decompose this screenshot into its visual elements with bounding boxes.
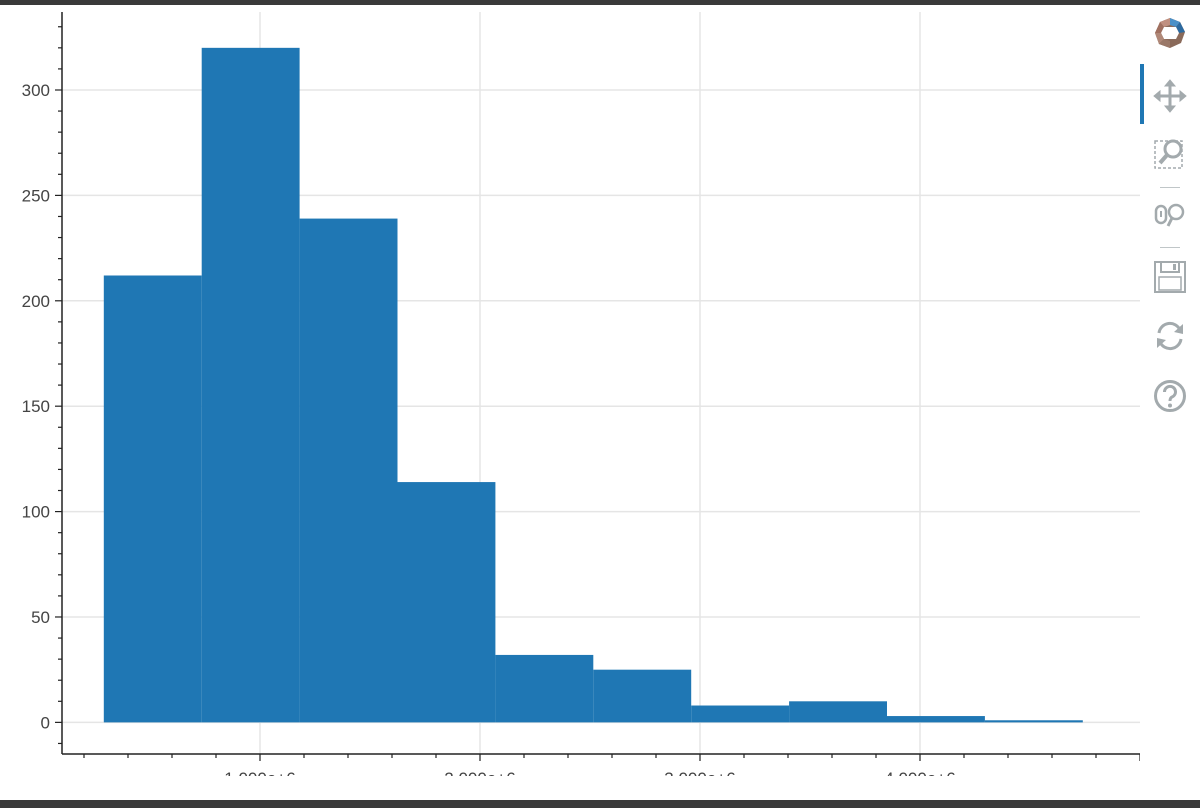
x-tick-label: 3.000e+6: [664, 769, 735, 776]
plot-toolbar: [1140, 5, 1200, 776]
wheel-zoom-icon[interactable]: [1152, 197, 1188, 233]
histogram-bar: [397, 482, 496, 723]
histogram-bar: [789, 701, 887, 723]
y-tick-label: 0: [41, 713, 50, 732]
help-icon[interactable]: [1152, 378, 1188, 414]
y-tick-label: 250: [22, 186, 50, 205]
bottom-strip: [0, 776, 1200, 801]
histogram-bar: [201, 47, 300, 723]
axes: 0 50 100 150 200 250 300 1.000e+6 2.000e+6 3.000e…: [22, 12, 1140, 776]
histogram-bar: [593, 669, 692, 723]
toolbar-separator: [1160, 247, 1180, 248]
y-tick-label: 200: [22, 292, 50, 311]
reset-icon[interactable]: [1152, 318, 1188, 354]
histogram-bars: [103, 47, 1083, 723]
histogram-bar: [495, 654, 594, 723]
active-tool-indicator: [1140, 64, 1144, 124]
x-tick-label: 1.000e+6: [224, 769, 295, 776]
x-tick-label: 2.000e+6: [444, 769, 515, 776]
y-tick-label: 100: [22, 503, 50, 522]
y-tick-label: 150: [22, 397, 50, 416]
toolbar-separator: [1160, 187, 1180, 188]
histogram-bar: [691, 705, 790, 723]
bokeh-logo-icon[interactable]: [1152, 15, 1188, 51]
x-tick-label: 4.000e+6: [884, 769, 955, 776]
histogram-plot[interactable]: 0 50 100 150 200 250 300 1.000e+6 2.000e+6 3.000e…: [0, 0, 1140, 776]
y-tick-label: 300: [22, 81, 50, 100]
y-tick-label: 50: [31, 608, 50, 627]
histogram-bar: [103, 275, 202, 723]
pan-move-icon[interactable]: [1152, 78, 1188, 114]
window-top-border: [0, 0, 1200, 5]
window-bottom-border: [0, 800, 1200, 808]
box-zoom-icon[interactable]: [1152, 135, 1188, 171]
histogram-bar: [984, 720, 1083, 723]
histogram-bar: [299, 218, 398, 723]
save-icon[interactable]: [1152, 259, 1188, 295]
histogram-bar: [887, 716, 985, 723]
